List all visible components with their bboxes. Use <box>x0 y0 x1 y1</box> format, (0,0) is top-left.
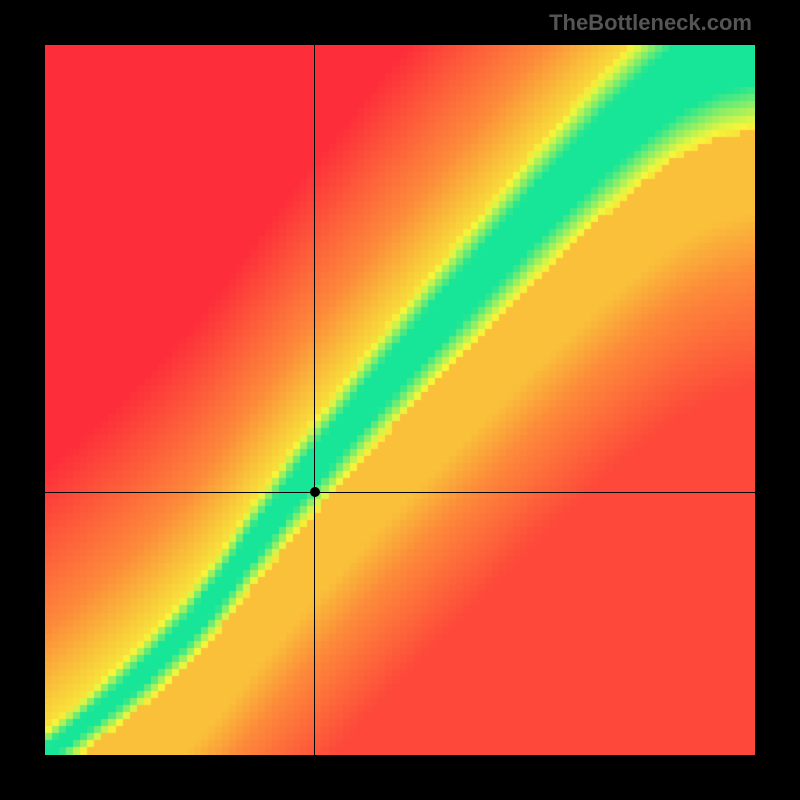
heatmap-canvas <box>45 45 755 755</box>
watermark-label: TheBottleneck.com <box>549 10 752 36</box>
crosshair-vertical <box>314 45 315 755</box>
chart-frame: TheBottleneck.com <box>0 0 800 800</box>
heatmap-plot <box>45 45 755 755</box>
crosshair-horizontal <box>45 492 755 493</box>
